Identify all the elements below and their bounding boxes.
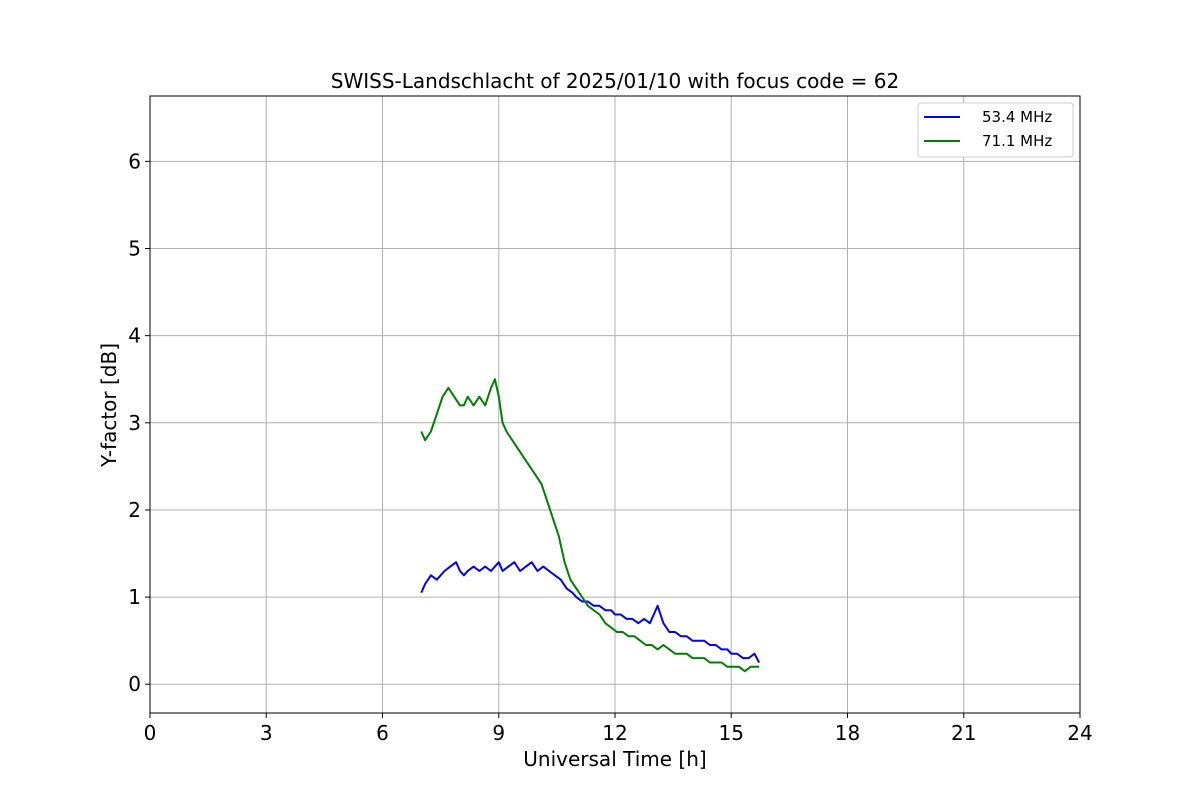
y-tick-label: 0 [128, 672, 141, 696]
x-tick-label: 6 [376, 721, 389, 745]
x-tick-label: 18 [835, 721, 860, 745]
y-axis-label: Y-factor [dB] [97, 343, 121, 468]
y-tick-label: 1 [128, 585, 141, 609]
y-tick-label: 6 [128, 149, 141, 173]
x-tick-label: 3 [260, 721, 273, 745]
y-tick-label: 5 [128, 237, 141, 261]
x-tick-label: 21 [951, 721, 976, 745]
y-tick-label: 4 [128, 324, 141, 348]
x-axis-label: Universal Time [h] [523, 747, 706, 771]
chart-title: SWISS-Landschlacht of 2025/01/10 with fo… [331, 69, 899, 93]
x-tick-label: 12 [602, 721, 627, 745]
legend-label-71-1-mhz: 71.1 MHz [982, 132, 1052, 150]
y-tick-label: 2 [128, 498, 141, 522]
series-line-53-4-mhz [420, 561, 760, 663]
legend-label-53-4-mhz: 53.4 MHz [982, 108, 1052, 126]
series-lines [420, 378, 760, 673]
x-tick-label: 24 [1067, 721, 1092, 745]
series-line-71-1-mhz [420, 378, 760, 673]
x-tick-label: 9 [492, 721, 505, 745]
x-tick-label: 0 [144, 721, 157, 745]
x-tick-label: 15 [719, 721, 744, 745]
y-tick-label: 3 [128, 411, 141, 435]
legend: 53.4 MHz 71.1 MHz [917, 102, 1074, 158]
